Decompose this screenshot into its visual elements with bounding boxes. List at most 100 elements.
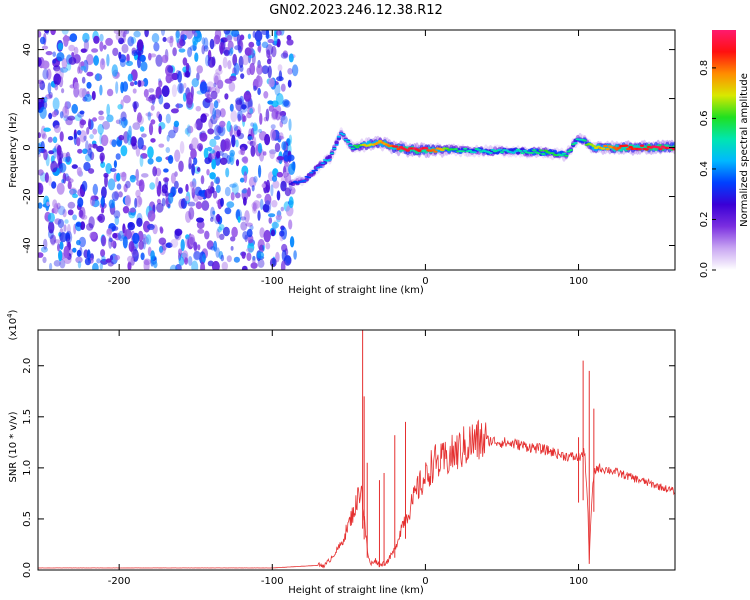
noise-blob: [167, 65, 174, 73]
noise-blob: [244, 210, 250, 223]
noise-blob: [117, 104, 123, 110]
noise-blob: [106, 53, 110, 67]
spectrogram-x-label: Height of straight line (km): [288, 285, 424, 296]
noise-blob: [210, 90, 218, 100]
noise-blob: [239, 65, 244, 72]
noise-blob: [105, 163, 112, 174]
spectrogram-x-axis: -200 -100 0 100: [108, 30, 588, 287]
noise-blob: [200, 261, 206, 270]
ridge-cell: [430, 148, 436, 151]
noise-blob: [75, 222, 82, 227]
ridge-cell: [336, 135, 342, 138]
noise-blob: [50, 235, 56, 247]
noise-blob: [259, 112, 263, 125]
noise-blob: [64, 219, 69, 224]
noise-blob: [280, 52, 289, 59]
noise-blob: [190, 148, 197, 160]
noise-blob: [200, 175, 205, 185]
ridge-cell: [332, 147, 337, 150]
noise-blob: [286, 34, 292, 41]
noise-blob: [67, 201, 76, 209]
y-tick-label: -20: [22, 188, 33, 204]
ridge-cell: [433, 150, 438, 153]
noise-blob: [232, 53, 238, 66]
noise-blob: [101, 235, 107, 247]
noise-blob: [175, 30, 180, 44]
noise-blob: [127, 36, 134, 47]
noise-blob: [248, 41, 255, 48]
noise-blob: [251, 52, 256, 65]
noise-blob: [206, 169, 210, 176]
noise-blob: [223, 138, 231, 152]
noise-blob: [71, 164, 78, 169]
noise-blob: [81, 180, 88, 192]
noise-blob: [209, 172, 216, 180]
noise-blob: [52, 51, 56, 57]
noise-blob: [229, 103, 234, 112]
noise-blob: [76, 249, 82, 257]
noise-blob: [63, 255, 72, 264]
noise-blob: [54, 83, 59, 91]
noise-blob: [220, 197, 224, 207]
noise-blob: [287, 79, 292, 88]
noise-blob: [77, 111, 85, 118]
noise-blob: [284, 187, 292, 197]
noise-blob: [111, 191, 119, 202]
noise-blob: [156, 184, 162, 197]
noise-blob: [257, 210, 261, 221]
noise-blob: [268, 78, 275, 88]
noise-blob: [100, 249, 106, 258]
noise-blob: [78, 236, 86, 248]
x-tick-label: 0: [422, 576, 428, 587]
ridge-cell: [637, 148, 642, 151]
noise-blob: [57, 243, 60, 252]
noise-blob: [230, 192, 235, 201]
noise-blob: [185, 236, 193, 249]
noise-blob: [227, 59, 232, 70]
noise-blob: [78, 209, 84, 218]
noise-blob: [246, 228, 253, 238]
ridge-cell: [488, 151, 493, 154]
noise-blob: [52, 97, 60, 111]
noise-blob: [64, 101, 68, 114]
noise-blob: [222, 226, 230, 237]
noise-blob: [143, 88, 149, 98]
x-tick-label: -200: [108, 576, 131, 587]
noise-blob: [180, 239, 185, 252]
noise-blob: [140, 252, 145, 261]
noise-blob: [286, 138, 291, 144]
snr-x-axis: -200 -100 0 100: [108, 330, 588, 587]
noise-blob: [203, 37, 209, 50]
noise-blob: [252, 255, 256, 265]
noise-blob: [182, 57, 188, 66]
noise-blob: [134, 197, 138, 209]
ridge-cell: [453, 148, 459, 150]
noise-blob: [99, 84, 103, 96]
colorbar-scale: [712, 30, 736, 270]
noise-blob: [100, 134, 109, 146]
noise-blob: [97, 213, 105, 223]
ridge-cell: [603, 144, 608, 148]
noise-blob: [60, 67, 68, 73]
noise-blob: [288, 134, 293, 145]
noise-blob: [240, 221, 248, 231]
noise-blob: [82, 148, 88, 155]
noise-blob: [271, 175, 278, 182]
noise-blob: [240, 216, 247, 221]
noise-blob: [261, 65, 270, 75]
noise-blob: [215, 184, 221, 194]
noise-blob: [230, 47, 234, 55]
noise-blob: [226, 255, 232, 263]
noise-blob: [211, 158, 217, 170]
noise-blob: [138, 179, 145, 193]
noise-blob: [38, 57, 42, 67]
noise-blob: [229, 156, 234, 162]
noise-blob: [256, 64, 263, 75]
noise-blob: [195, 201, 203, 210]
noise-blob: [180, 198, 187, 209]
noise-blob: [123, 131, 130, 144]
ridge-cell: [327, 154, 332, 159]
snr-line: [38, 419, 675, 569]
noise-blob: [131, 50, 138, 57]
